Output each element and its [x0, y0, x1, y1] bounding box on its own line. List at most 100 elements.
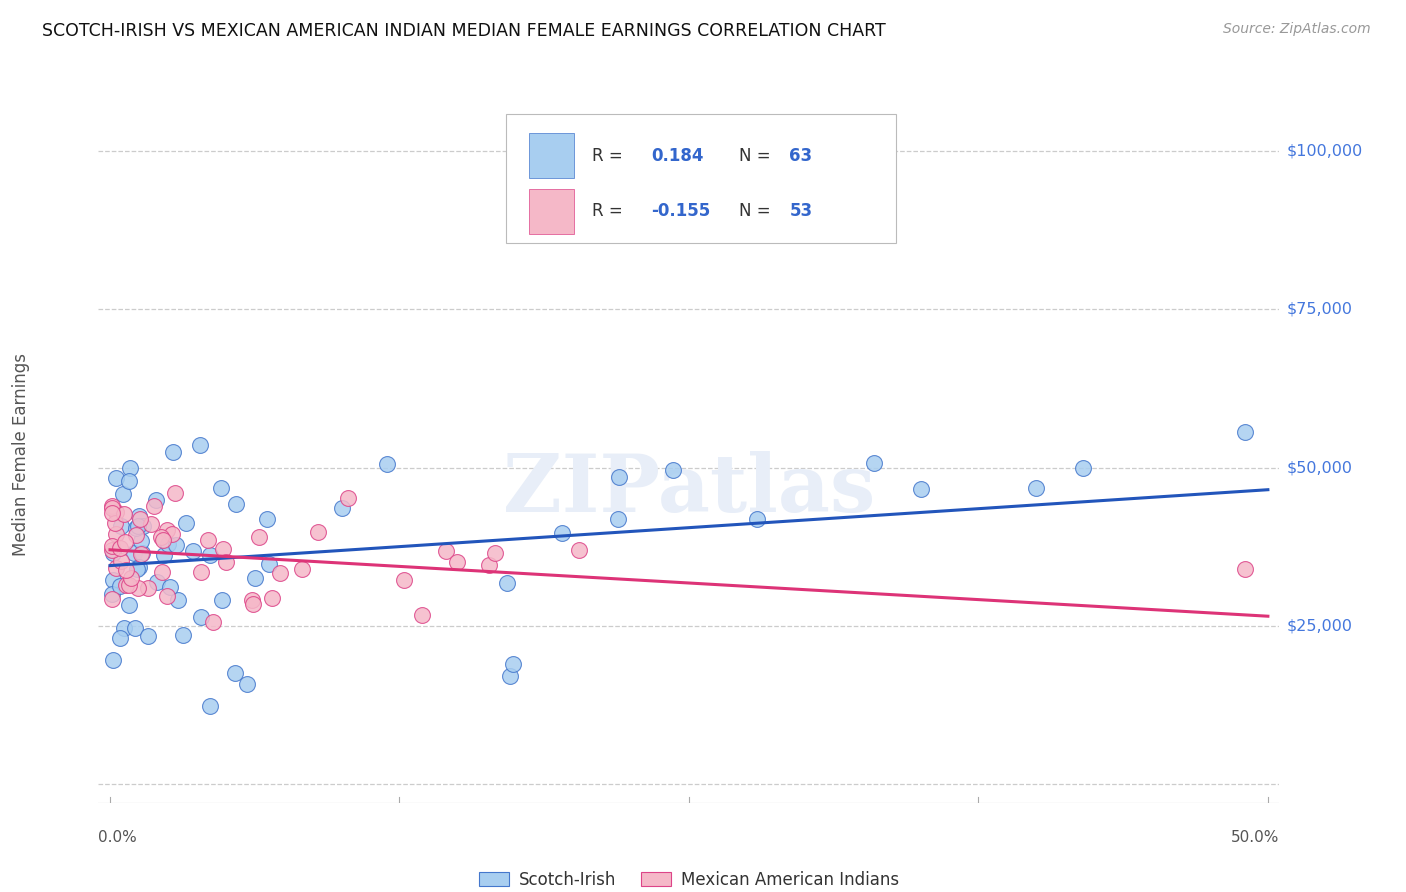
Point: [112, 487, 135, 501]
Point: [128, 560, 150, 574]
Text: $25,000: $25,000: [1286, 618, 1353, 633]
Point: [104, 527, 127, 541]
Point: [156, 589, 179, 603]
Point: [446, 555, 468, 569]
Point: [108, 579, 131, 593]
Text: R =: R =: [592, 202, 628, 220]
Point: [152, 565, 174, 579]
Point: [609, 470, 631, 484]
Point: [162, 445, 184, 459]
Point: [235, 677, 257, 691]
Point: [118, 578, 141, 592]
Point: [129, 547, 152, 561]
Point: [209, 481, 232, 495]
Point: [101, 539, 124, 553]
Text: ZIPatlas: ZIPatlas: [503, 450, 875, 529]
Point: [1233, 425, 1256, 439]
Point: [863, 456, 886, 470]
Point: [146, 574, 169, 589]
Point: [434, 544, 457, 558]
Text: 50.0%: 50.0%: [1232, 830, 1279, 845]
Point: [101, 653, 124, 667]
Point: [156, 536, 179, 550]
Point: [127, 519, 149, 533]
Text: N =: N =: [738, 147, 776, 165]
Text: 53: 53: [789, 202, 813, 220]
Point: [242, 597, 264, 611]
Point: [122, 546, 145, 560]
Point: [129, 534, 152, 549]
Point: [243, 571, 266, 585]
Point: [262, 591, 284, 605]
Point: [662, 463, 685, 477]
Point: [181, 544, 204, 558]
Point: [269, 566, 291, 581]
FancyBboxPatch shape: [530, 133, 575, 178]
Point: [101, 573, 124, 587]
FancyBboxPatch shape: [530, 189, 575, 234]
Point: [211, 541, 233, 556]
Point: [136, 629, 159, 643]
Point: [127, 581, 149, 595]
Text: $100,000: $100,000: [1286, 144, 1362, 159]
Point: [172, 628, 194, 642]
Point: [101, 587, 124, 601]
Point: [375, 457, 398, 471]
Point: [150, 530, 173, 544]
Point: [159, 580, 181, 594]
Point: [125, 528, 148, 542]
Point: [197, 533, 219, 547]
Text: $75,000: $75,000: [1286, 302, 1353, 317]
Point: [105, 561, 128, 575]
Text: N =: N =: [738, 202, 776, 220]
FancyBboxPatch shape: [506, 114, 896, 243]
Point: [131, 546, 153, 560]
Point: [257, 558, 280, 572]
Point: [495, 575, 517, 590]
Point: [224, 665, 246, 680]
Point: [108, 541, 131, 555]
Point: [202, 615, 225, 630]
Text: $50,000: $50,000: [1286, 460, 1353, 475]
Point: [120, 571, 142, 585]
Text: 63: 63: [789, 147, 813, 165]
Point: [128, 512, 150, 526]
Point: [174, 516, 197, 531]
Point: [141, 517, 163, 532]
Point: [240, 592, 263, 607]
Point: [190, 565, 212, 579]
Point: [118, 460, 141, 475]
Point: [165, 538, 187, 552]
Point: [108, 631, 131, 645]
Point: [499, 669, 522, 683]
Text: R =: R =: [592, 147, 628, 165]
Point: [105, 505, 128, 519]
Point: [502, 657, 524, 671]
Point: [247, 530, 270, 544]
Point: [101, 592, 124, 607]
Point: [101, 499, 124, 513]
Text: 0.184: 0.184: [651, 147, 703, 165]
Point: [112, 621, 135, 635]
Text: Median Female Earnings: Median Female Earnings: [13, 353, 30, 557]
Point: [291, 562, 314, 576]
Point: [118, 475, 141, 489]
Point: [125, 562, 148, 576]
Point: [114, 534, 136, 549]
Text: Source: ZipAtlas.com: Source: ZipAtlas.com: [1223, 22, 1371, 37]
Point: [104, 470, 127, 484]
Point: [101, 506, 124, 520]
Point: [336, 491, 359, 505]
Point: [156, 523, 179, 537]
Point: [132, 518, 155, 533]
Point: [145, 493, 167, 508]
Point: [136, 581, 159, 595]
Point: [307, 524, 329, 539]
Point: [152, 533, 174, 547]
Point: [198, 698, 221, 713]
Point: [568, 543, 591, 558]
Point: [110, 518, 132, 533]
Point: [1071, 461, 1094, 475]
Point: [118, 598, 141, 612]
Point: [112, 507, 135, 521]
